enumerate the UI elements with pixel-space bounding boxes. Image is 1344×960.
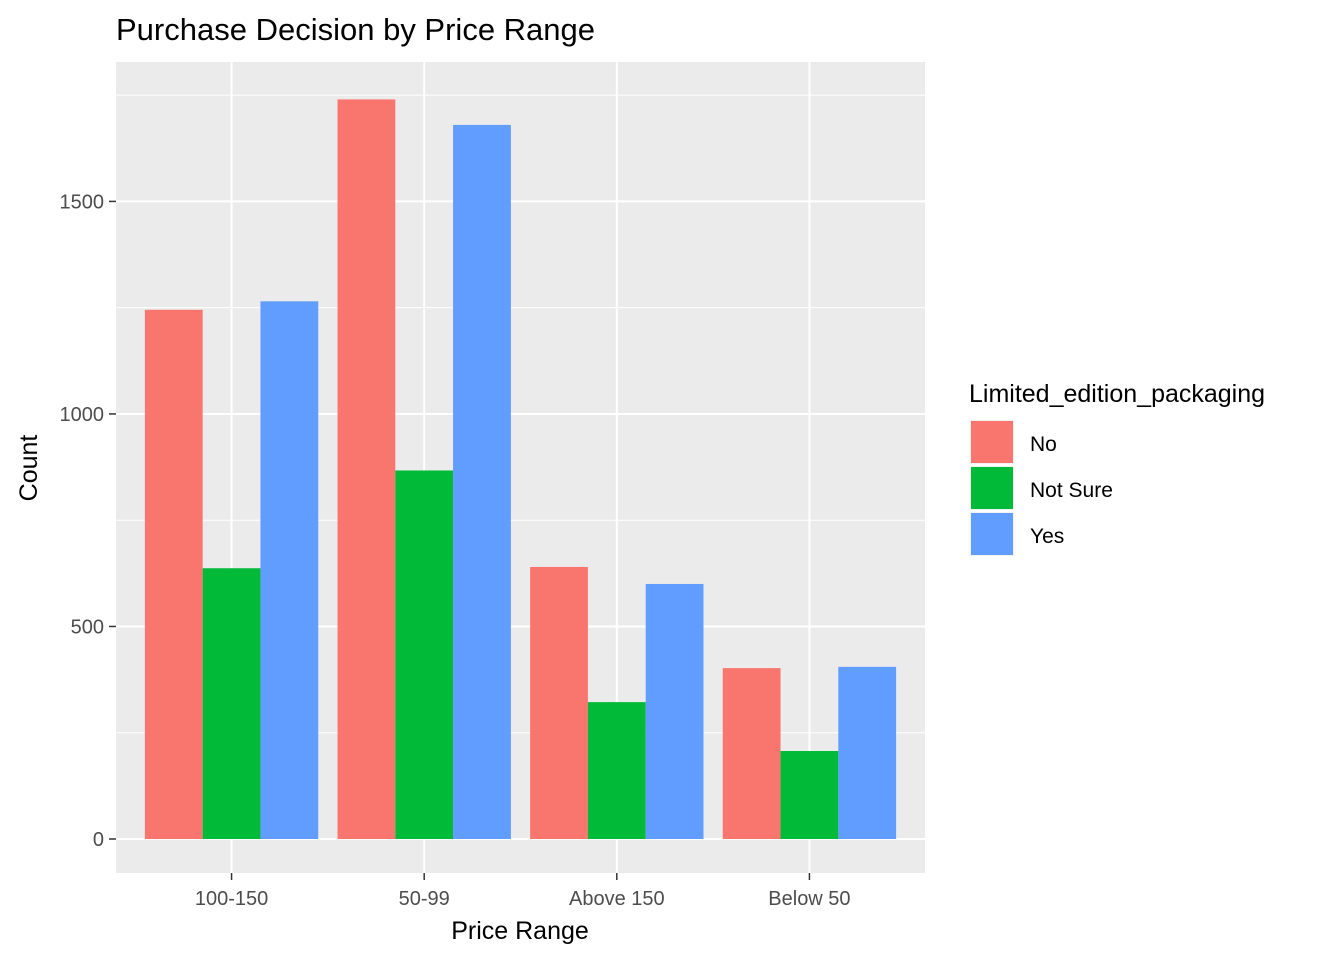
legend-swatch bbox=[971, 421, 1013, 463]
legend-swatch bbox=[971, 467, 1013, 509]
bar-no bbox=[337, 99, 396, 839]
legend-title: Limited_edition_packaging bbox=[969, 380, 1265, 408]
legend-label: Yes bbox=[1030, 525, 1064, 548]
legend-items: No Not Sure Yes bbox=[970, 420, 1113, 556]
bar-not-sure bbox=[780, 751, 839, 839]
x-tick-label: 50-99 bbox=[399, 888, 450, 910]
y-tick-label: 1000 bbox=[60, 404, 105, 426]
bars bbox=[144, 99, 897, 839]
x-tick-label: 100-150 bbox=[195, 888, 268, 910]
legend-label: No bbox=[1030, 433, 1057, 456]
bar-not-sure bbox=[587, 702, 646, 839]
y-axis-title: Count bbox=[15, 435, 43, 502]
y-axis: 0 500 1000 1500 bbox=[60, 191, 116, 851]
legend-label: Not Sure bbox=[1030, 479, 1113, 502]
x-tick-label: Above 150 bbox=[569, 888, 665, 910]
bar-no bbox=[530, 566, 588, 839]
bar-not-sure bbox=[202, 568, 261, 839]
bar-yes bbox=[645, 583, 704, 839]
legend: Limited_edition_packaging No Not Sure Yes bbox=[969, 380, 1265, 556]
chart-title: Purchase Decision by Price Range bbox=[116, 12, 595, 47]
x-axis-title: Price Range bbox=[451, 917, 589, 945]
bar-yes bbox=[838, 666, 897, 839]
bar-no bbox=[722, 668, 781, 839]
x-tick-label: Below 50 bbox=[768, 888, 850, 910]
legend-swatch bbox=[971, 513, 1013, 555]
bar-yes bbox=[260, 301, 319, 839]
x-axis: 100-150 50-99 Above 150 Below 50 bbox=[195, 873, 851, 910]
y-tick-label: 1500 bbox=[60, 191, 105, 213]
bar-no bbox=[144, 309, 203, 839]
y-tick-label: 0 bbox=[93, 829, 104, 851]
y-tick-label: 500 bbox=[71, 616, 104, 638]
bar-yes bbox=[453, 124, 511, 839]
bar-not-sure bbox=[395, 470, 454, 839]
